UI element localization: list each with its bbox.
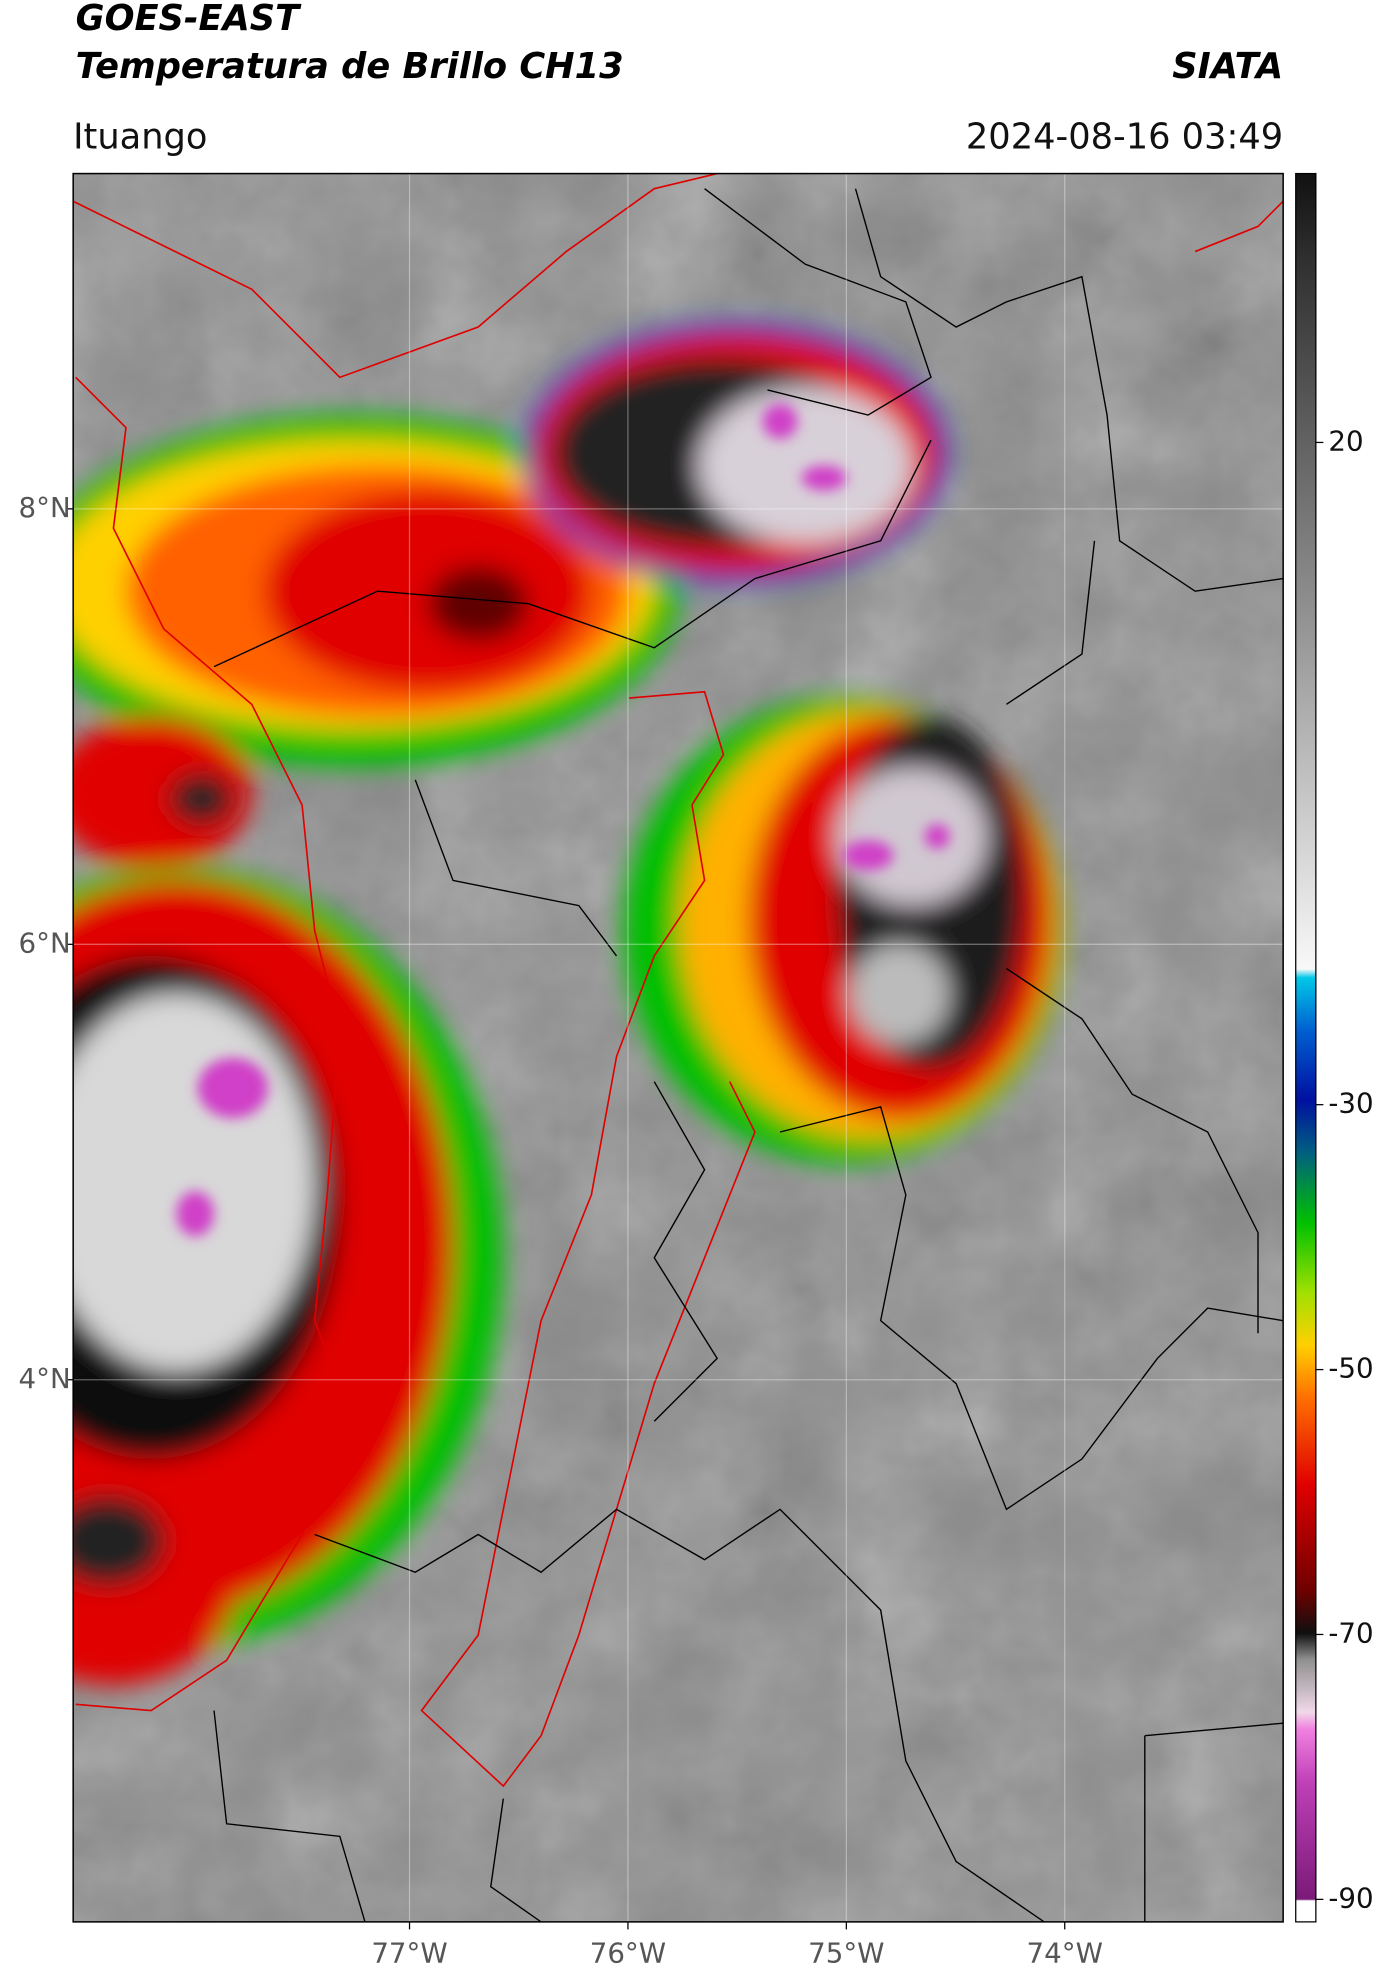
colorbar-tick-label: -30 (1328, 1087, 1373, 1120)
map-frame (72, 172, 1284, 1923)
location: Ituango (73, 116, 207, 157)
x-tick-label: 76°W (590, 1937, 666, 1970)
y-tick-label: 4°N (19, 1362, 71, 1395)
colorbar (1295, 172, 1317, 1923)
map-image (73, 173, 1284, 1922)
colorbar-tick-label: -70 (1328, 1616, 1373, 1649)
x-tick-label: 77°W (371, 1937, 447, 1970)
colorbar-tick-label: -90 (1328, 1881, 1373, 1914)
x-tick-label: 75°W (808, 1937, 884, 1970)
y-tick-label: 8°N (19, 491, 71, 524)
x-tick-label: 74°W (1027, 1937, 1103, 1970)
colorbar-tick-label: -50 (1328, 1352, 1373, 1385)
colorbar-tick-label: 20 (1328, 424, 1363, 457)
subtitle: Temperatura de Brillo CH13 (76, 46, 624, 87)
title: GOES-EAST (76, 0, 302, 39)
datetime: 2024-08-16 03:49 (966, 116, 1283, 157)
agency: SIATA (1172, 46, 1283, 87)
y-tick-label: 6°N (19, 926, 71, 959)
